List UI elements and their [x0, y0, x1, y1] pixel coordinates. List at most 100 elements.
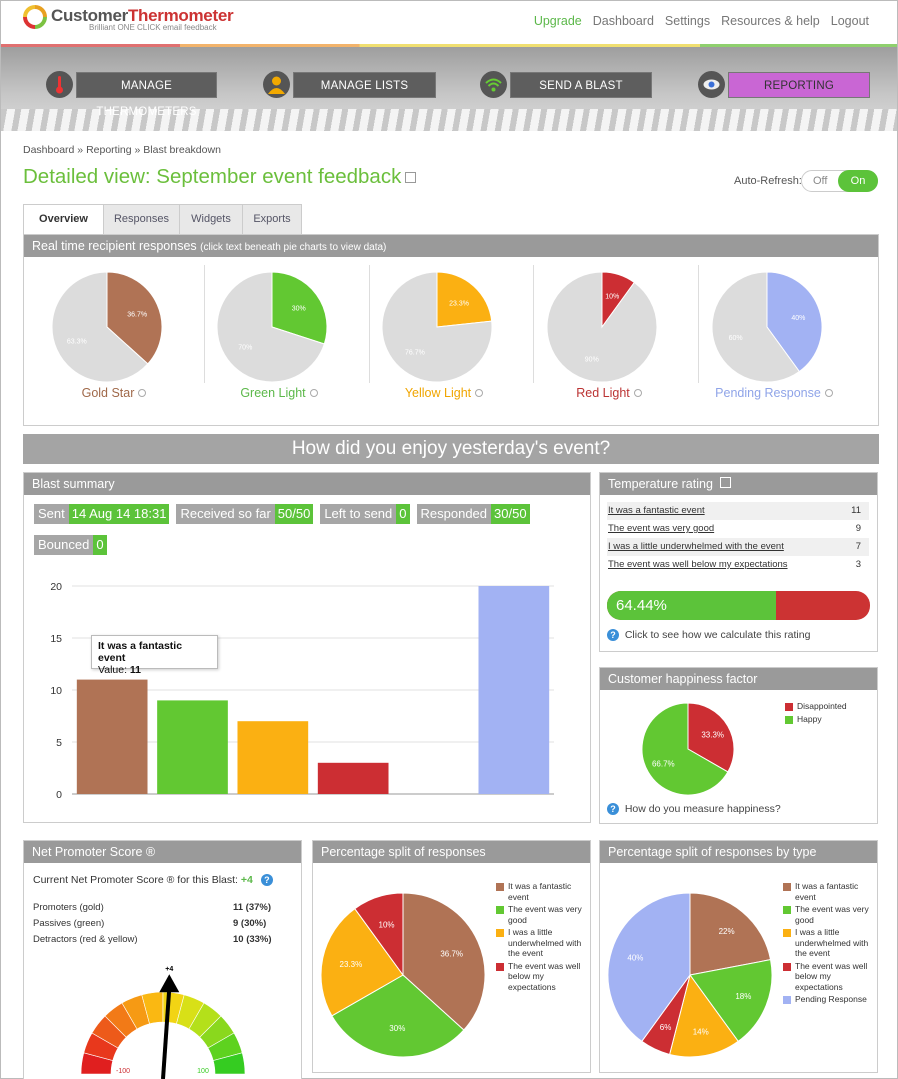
top-bar: CustomerThermometer Brilliant ONE CLICK … [1, 1, 897, 47]
pie-slice[interactable] [436, 271, 493, 328]
pie-slice[interactable] [687, 702, 735, 773]
pie-gold-star[interactable]: 36.7% 63.3% [39, 267, 189, 397]
temp-row[interactable]: The event was well below my expectations… [608, 559, 861, 570]
magnifier-icon[interactable] [824, 389, 833, 397]
nps-row: Promoters (gold) 11 (37%) [33, 902, 272, 913]
breadcrumb-reporting[interactable]: Reporting [86, 144, 132, 156]
nav-settings[interactable]: Settings [664, 14, 711, 28]
happiness-legend: Disappointed Happy [785, 701, 847, 726]
temp-row[interactable]: It was a fantastic event 11 [607, 502, 869, 520]
temp-row[interactable]: I was a little underwhelmed with the eve… [607, 538, 869, 556]
pie-slice[interactable] [381, 271, 493, 383]
legend-item[interactable]: The event was very good [496, 904, 586, 925]
split-type-legend: It was a fantastic event The event was ve… [783, 881, 873, 1007]
pie-slice-label: 63.3% [67, 338, 87, 345]
pie-slice-label: 10% [605, 294, 619, 301]
pie-slice[interactable] [402, 892, 486, 1031]
pie-slice-label: 66.7% [652, 759, 675, 768]
pie-slice[interactable] [711, 271, 801, 383]
nav-resources[interactable]: Resources & help [721, 14, 820, 28]
breadcrumb-current: Blast breakdown [143, 144, 221, 156]
responses-bar-chart[interactable]: 0 5 10 15 20 [24, 573, 590, 813]
pie-slice[interactable] [106, 271, 163, 365]
legend-item[interactable]: I was a little underwhelmed with the eve… [783, 927, 873, 959]
pie-slice[interactable] [216, 271, 325, 383]
edit-icon[interactable] [405, 172, 417, 183]
pending-response-link[interactable]: Pending Response [699, 386, 849, 400]
panel-header: Net Promoter Score ® [24, 841, 301, 863]
help-icon[interactable]: ? [607, 803, 619, 815]
manage-thermometers-button[interactable]: MANAGE THERMOMETERS [76, 72, 217, 118]
legend-swatch [783, 883, 791, 891]
pie-slice[interactable] [546, 271, 658, 383]
legend-item[interactable]: Pending Response [783, 994, 873, 1005]
send-a-blast-button[interactable]: SEND A BLAST [510, 72, 652, 98]
gauge-segment [212, 1052, 246, 1075]
pie-slice[interactable] [641, 702, 729, 796]
nav-logout[interactable]: Logout [830, 14, 869, 28]
temperature-rating-panel: Temperature rating It was a fantastic ev… [599, 472, 878, 652]
help-icon[interactable]: ? [260, 874, 273, 886]
reporting-button[interactable]: REPORTING [728, 72, 870, 98]
nps-row: Passives (green) 9 (30%) [33, 918, 267, 929]
legend-item[interactable]: I was a little underwhelmed with the eve… [496, 927, 586, 959]
legend-label: The event was very good [508, 904, 582, 925]
bar[interactable] [157, 700, 228, 794]
magnifier-icon[interactable] [138, 389, 147, 397]
pie-slice[interactable] [271, 271, 328, 345]
legend-item[interactable]: It was a fantastic event [783, 881, 873, 902]
rating-help-link[interactable]: ? Click to see how we calculate this rat… [607, 629, 810, 641]
pie-slice[interactable] [607, 892, 691, 1043]
bar[interactable] [237, 721, 309, 794]
toggle-off[interactable]: Off [813, 175, 828, 187]
gold-star-link[interactable]: Gold Star [39, 386, 189, 400]
bar[interactable] [317, 762, 389, 794]
happiness-help-link[interactable]: ? How do you measure happiness? [607, 803, 781, 815]
magnifier-icon[interactable] [633, 389, 642, 397]
pie-red-light[interactable]: 10% 90% [534, 267, 684, 397]
pie-slice[interactable] [689, 959, 773, 1043]
breadcrumb: Dashboard » Reporting » Blast breakdown [23, 144, 221, 156]
pie-slice[interactable] [766, 271, 823, 373]
legend-item[interactable]: It was a fantastic event [496, 881, 586, 902]
pie-pending-response[interactable]: 40% 60% [699, 267, 849, 397]
legend-item[interactable]: The event was well below my expectations [496, 961, 586, 993]
temp-row[interactable]: The event was very good 9 [608, 523, 861, 534]
toggle-on[interactable]: On [838, 170, 878, 192]
legend-item[interactable]: The event was well below my expectations [783, 961, 873, 993]
legend-item[interactable]: The event was very good [783, 904, 873, 925]
pie-green-light[interactable]: 30% 70% [204, 267, 354, 397]
pie-slice-label: 40% [627, 953, 643, 962]
legend-item[interactable]: Happy [785, 714, 847, 725]
pie-slice[interactable] [320, 907, 404, 1017]
help-icon[interactable]: ? [607, 629, 619, 641]
pie-slice[interactable] [51, 271, 149, 383]
bar[interactable] [76, 679, 148, 794]
happiness-pie-chart[interactable]: 33.3% 66.7% [630, 695, 750, 805]
green-light-link[interactable]: Green Light [204, 386, 354, 400]
tab-overview[interactable]: Overview [23, 204, 104, 235]
tab-responses[interactable]: Responses [103, 204, 180, 234]
red-light-link[interactable]: Red Light [534, 386, 684, 400]
auto-refresh-toggle[interactable]: Off On [801, 170, 878, 192]
pie-slice[interactable] [668, 973, 739, 1058]
yellow-light-link[interactable]: Yellow Light [369, 386, 519, 400]
pie-slice[interactable] [354, 892, 404, 977]
bar[interactable] [478, 586, 550, 794]
pie-slice[interactable] [331, 974, 465, 1058]
legend-item[interactable]: Disappointed [785, 701, 847, 712]
tab-widgets[interactable]: Widgets [179, 204, 243, 234]
magnifier-icon[interactable] [475, 389, 484, 397]
panel-header: Customer happiness factor [600, 668, 877, 690]
nav-upgrade[interactable]: Upgrade [533, 14, 582, 28]
magnifier-icon[interactable] [309, 389, 318, 397]
breadcrumb-dashboard[interactable]: Dashboard [23, 144, 75, 156]
split-type-pie-chart[interactable]: 22% 18% 14% 6% 40% [600, 865, 775, 1065]
split-pie-chart[interactable]: 36.7% 30% 23.3% 10% [313, 865, 488, 1065]
manage-lists-button[interactable]: MANAGE LISTS [293, 72, 436, 98]
pie-yellow-light[interactable]: 23.3% 76.7% [369, 267, 519, 397]
edit-icon[interactable] [720, 477, 732, 488]
nav-dashboard[interactable]: Dashboard [592, 14, 654, 28]
pie-slice[interactable] [689, 892, 772, 976]
tab-exports[interactable]: Exports [242, 204, 302, 234]
